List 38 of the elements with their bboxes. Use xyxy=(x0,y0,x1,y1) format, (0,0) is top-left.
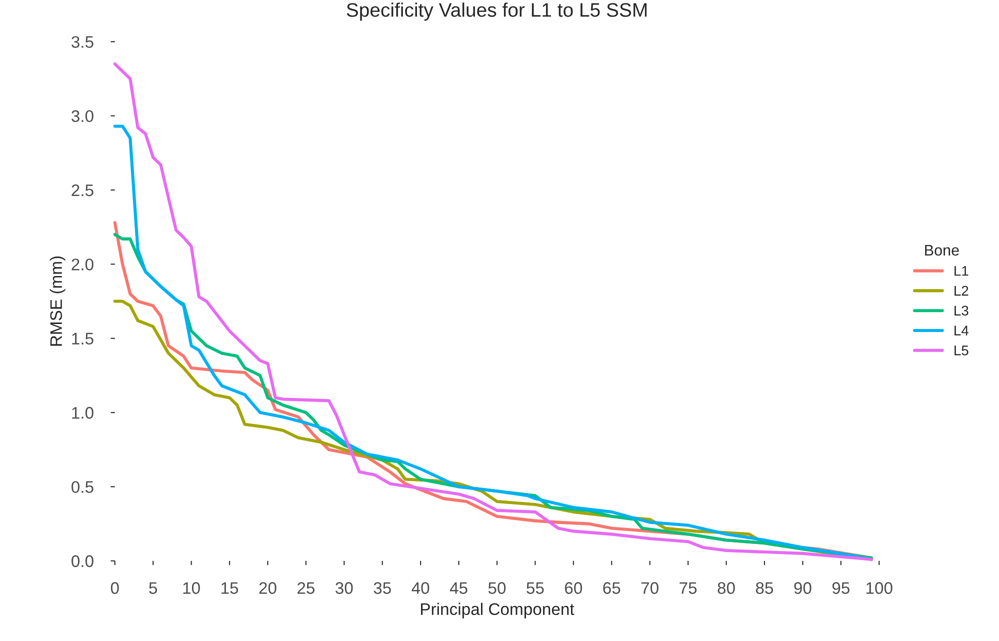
y-tick-label: 2.0 xyxy=(72,258,94,270)
y-axis-title: RMSE (mm) xyxy=(50,256,66,346)
x-tick-label: 95 xyxy=(832,582,850,594)
legend-label: L5 xyxy=(954,346,968,356)
x-tick-label: 100 xyxy=(866,582,892,594)
x-tick-label: 25 xyxy=(298,582,315,594)
y-tick-label: 3.5 xyxy=(72,36,94,48)
x-tick-label: 75 xyxy=(680,582,697,594)
y-tick-label: 0.0 xyxy=(72,555,94,568)
x-tick-label: 65 xyxy=(603,582,620,594)
x-tick-label: 20 xyxy=(259,582,276,594)
chart-title: Specificity Values for L1 to L5 SSM xyxy=(346,2,647,21)
x-tick-label: 90 xyxy=(794,582,812,594)
x-tick-label: 35 xyxy=(374,582,391,594)
x-tick-label: 15 xyxy=(222,582,238,594)
y-tick-label: 3.0 xyxy=(72,110,94,122)
x-tick-label: 55 xyxy=(526,582,544,594)
legend-title: Bone xyxy=(925,244,959,256)
legend-label: L1 xyxy=(954,266,968,276)
x-tick-label: 5 xyxy=(149,582,158,594)
legend-label: L4 xyxy=(954,326,968,336)
x-axis-title: Principal Component xyxy=(421,602,574,618)
legend-label: L2 xyxy=(954,286,968,296)
y-tick-label: 1.5 xyxy=(72,332,94,345)
x-tick-label: 85 xyxy=(756,582,774,594)
x-tick-label: 0 xyxy=(110,582,119,594)
y-tick-label: 2.5 xyxy=(72,184,94,196)
x-tick-label: 40 xyxy=(412,582,430,594)
x-tick-label: 70 xyxy=(641,582,658,594)
x-tick-label: 10 xyxy=(183,582,200,594)
legend-label: L3 xyxy=(954,306,968,316)
y-tick-label: 1.0 xyxy=(72,406,94,419)
x-tick-label: 60 xyxy=(565,582,582,594)
y-tick-label: 0.5 xyxy=(72,481,94,493)
x-tick-label: 30 xyxy=(336,582,353,594)
x-tick-label: 50 xyxy=(488,582,506,594)
x-tick-label: 45 xyxy=(450,582,468,594)
x-tick-label: 80 xyxy=(718,582,735,594)
